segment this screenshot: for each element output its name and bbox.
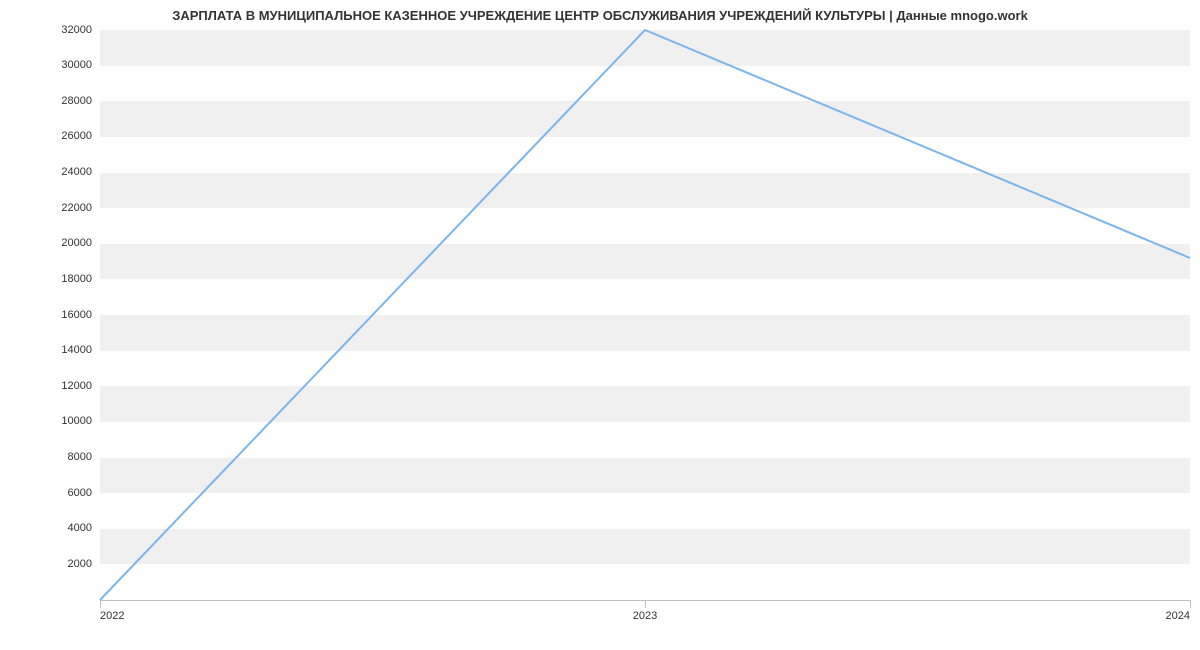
y-tick-label: 14000 <box>12 344 92 356</box>
y-tick-label: 30000 <box>12 59 92 71</box>
y-tick-label: 20000 <box>12 237 92 249</box>
y-tick-label: 12000 <box>12 380 92 392</box>
salary-chart: ЗАРПЛАТА В МУНИЦИПАЛЬНОЕ КАЗЕННОЕ УЧРЕЖД… <box>0 0 1200 650</box>
line-layer <box>100 30 1190 600</box>
y-tick-label: 28000 <box>12 95 92 107</box>
plot-area <box>100 30 1190 600</box>
series-line-salary <box>100 30 1190 600</box>
y-tick-label: 4000 <box>12 522 92 534</box>
x-tick-label: 2022 <box>100 610 180 622</box>
y-tick-label: 8000 <box>12 451 92 463</box>
y-tick-label: 18000 <box>12 273 92 285</box>
y-tick-label: 16000 <box>12 309 92 321</box>
y-tick-label: 26000 <box>12 130 92 142</box>
x-tick-label: 2023 <box>605 610 685 622</box>
y-tick-label: 22000 <box>12 202 92 214</box>
y-tick-label: 24000 <box>12 166 92 178</box>
chart-title: ЗАРПЛАТА В МУНИЦИПАЛЬНОЕ КАЗЕННОЕ УЧРЕЖД… <box>0 8 1200 23</box>
y-tick-label: 32000 <box>12 24 92 36</box>
y-tick-label: 10000 <box>12 415 92 427</box>
x-tick-mark <box>645 600 646 608</box>
x-tick-mark <box>1190 600 1191 608</box>
y-tick-label: 2000 <box>12 558 92 570</box>
x-tick-label: 2024 <box>1110 610 1190 622</box>
y-tick-label: 6000 <box>12 487 92 499</box>
x-tick-mark <box>100 600 101 608</box>
